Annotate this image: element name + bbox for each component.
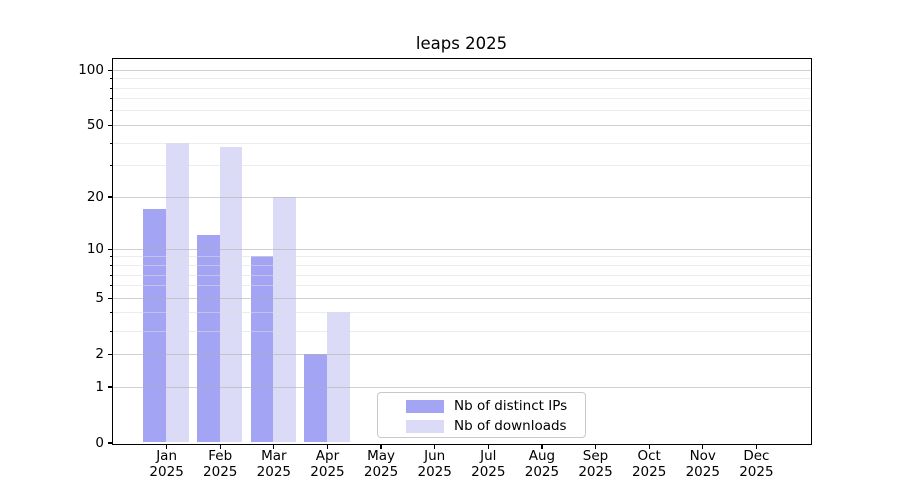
x-tick-label-dec: Dec 2025 (739, 448, 774, 480)
y-tick-label-50: 50 (86, 117, 104, 134)
y-tick-label-0: 0 (95, 435, 104, 451)
y-minor-tick-mark-70 (109, 98, 112, 100)
x-tick-label-feb: Feb 2025 (203, 448, 238, 480)
gridline-minor-8 (112, 265, 811, 266)
y-tick-mark-10 (107, 248, 112, 250)
gridline-major-20 (112, 196, 811, 198)
bar-distinct-ips-apr (304, 353, 327, 443)
gridline-major-100 (112, 69, 811, 71)
x-tick-label-jul: Jul 2025 (471, 448, 506, 480)
bar-distinct-ips-jan (143, 209, 167, 443)
x-tick-mark-aug (541, 444, 543, 449)
x-tick-mark-apr (326, 444, 329, 449)
x-tick-label-oct: Oct 2025 (631, 448, 667, 480)
x-tick-mark-sep (594, 444, 597, 449)
y-tick-mark-50 (107, 124, 112, 126)
y-minor-tick-mark-90 (109, 78, 112, 80)
x-tick-label-jan: Jan 2025 (149, 448, 184, 480)
y-tick-label-5: 5 (95, 290, 104, 307)
y-minor-tick-mark-9 (109, 256, 112, 258)
x-tick-mark-nov (702, 444, 704, 449)
legend: Nb of distinct IPs Nb of downloads (377, 392, 586, 438)
y-tick-mark-0 (107, 442, 112, 444)
plot-area (111, 57, 812, 445)
gridline-minor-30 (112, 165, 811, 167)
y-minor-tick-mark-60 (109, 110, 112, 112)
y-minor-tick-mark-30 (109, 165, 112, 167)
gridline-major-50 (112, 124, 811, 127)
y-tick-label-2: 2 (95, 346, 104, 363)
x-tick-mark-mar (273, 444, 275, 449)
gridline-major-2 (112, 353, 811, 355)
y-minor-tick-mark-7 (109, 274, 112, 276)
x-tick-label-sep: Sep 2025 (578, 448, 613, 480)
bar-downloads-feb (219, 146, 243, 443)
legend-label-downloads: Nb of downloads (454, 418, 567, 434)
legend-swatch-distinct-ips (406, 399, 444, 413)
gridline-major-10 (112, 248, 811, 250)
y-tick-mark-1 (107, 386, 112, 388)
bar-downloads-jan (166, 142, 189, 443)
x-tick-mark-dec (755, 444, 757, 449)
y-tick-mark-20 (107, 196, 112, 198)
gridline-minor-40 (112, 142, 811, 144)
gridline-major-1 (112, 386, 811, 388)
gridline-minor-9 (112, 256, 811, 258)
gridline-minor-60 (112, 110, 811, 112)
y-minor-tick-mark-8 (109, 265, 112, 266)
gridline-minor-6 (112, 285, 811, 287)
bar-downloads-apr (326, 312, 350, 443)
bar-distinct-ips-mar (250, 256, 274, 443)
bar-distinct-ips-feb (197, 235, 220, 443)
bar-downloads-mar (273, 196, 297, 443)
gridline-minor-7 (112, 274, 811, 276)
gridline-minor-70 (112, 98, 811, 100)
x-tick-label-may: May 2025 (363, 448, 399, 480)
y-tick-label-20: 20 (86, 189, 104, 206)
chart-title: leaps 2025 (415, 34, 508, 53)
x-tick-mark-feb (219, 444, 221, 449)
y-minor-tick-mark-3 (109, 330, 112, 332)
y-tick-mark-100 (107, 69, 112, 71)
gridline-minor-90 (112, 78, 811, 80)
legend-item-downloads: Nb of downloads (378, 416, 585, 436)
gridline-minor-3 (112, 330, 811, 332)
legend-label-distinct-ips: Nb of distinct IPs (454, 398, 568, 414)
y-minor-tick-mark-4 (109, 312, 112, 314)
x-tick-label-apr: Apr 2025 (310, 448, 345, 480)
x-tick-mark-may (380, 444, 382, 449)
gridline-major-5 (112, 297, 811, 299)
legend-item-distinct-ips: Nb of distinct IPs (378, 396, 585, 416)
y-tick-label-100: 100 (78, 62, 104, 79)
x-tick-mark-jun (434, 444, 436, 449)
y-tick-mark-5 (107, 297, 112, 299)
y-minor-tick-mark-40 (109, 142, 112, 144)
y-minor-tick-mark-80 (109, 87, 112, 89)
y-tick-label-1: 1 (95, 379, 104, 395)
x-tick-label-mar: Mar 2025 (256, 448, 292, 480)
x-tick-label-aug: Aug 2025 (524, 448, 560, 480)
y-minor-tick-mark-6 (109, 285, 112, 287)
x-tick-mark-jul (487, 444, 489, 449)
x-tick-label-nov: Nov 2025 (685, 448, 720, 480)
x-tick-mark-jan (166, 444, 168, 449)
y-tick-mark-2 (107, 353, 112, 355)
legend-swatch-downloads (406, 419, 444, 433)
y-tick-label-10: 10 (86, 241, 104, 258)
x-tick-label-jun: Jun 2025 (417, 448, 452, 480)
gridline-minor-80 (112, 87, 811, 89)
x-tick-mark-oct (648, 444, 650, 449)
gridline-minor-4 (112, 312, 811, 314)
